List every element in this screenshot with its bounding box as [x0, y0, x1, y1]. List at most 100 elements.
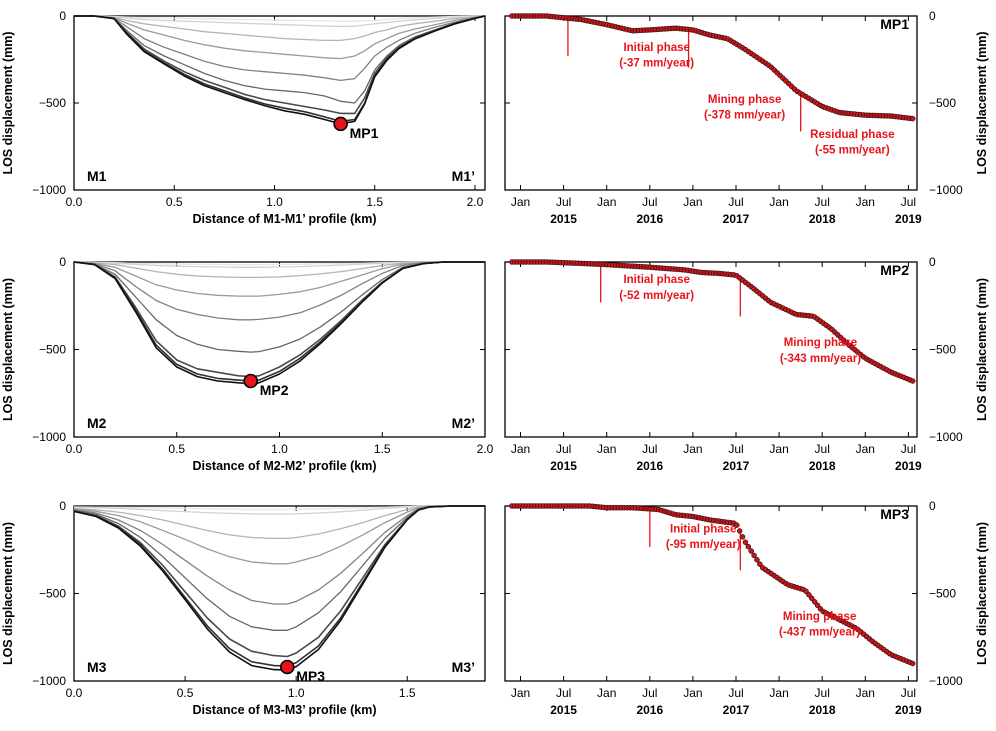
series-marker	[742, 539, 749, 546]
series-marker	[736, 528, 743, 534]
year-label: 2016	[636, 703, 663, 717]
x-tick-label: Jan	[597, 686, 616, 700]
year-label: 2016	[636, 459, 663, 473]
profile-line	[73, 261, 485, 297]
profile-line	[73, 261, 485, 382]
series-marker	[748, 548, 754, 554]
phase-annotation: Initial phase	[623, 42, 689, 54]
x-tick-label: Jul	[728, 195, 743, 209]
phase-annotation: Mining phase	[708, 94, 781, 106]
x-tick-label: 1.0	[266, 195, 283, 209]
year-label: 2017	[723, 212, 750, 226]
phase-annotation: (-55 mm/year)	[815, 144, 890, 156]
x-tick-label: 0.0	[66, 442, 83, 456]
x-tick-label: 0.5	[168, 442, 185, 456]
x-tick-label: 0.0	[66, 195, 83, 209]
x-tick-label: Jul	[728, 686, 743, 700]
y-tick-label: −1000	[929, 674, 963, 688]
series-marker	[757, 561, 763, 567]
x-tick-label: 1.5	[366, 195, 383, 209]
x-tick-label: Jul	[901, 686, 916, 700]
x-axis-label: Distance of M2-M2’ profile (km)	[192, 459, 376, 473]
series-marker	[806, 592, 812, 598]
y-axis-label: LOS displacement (mm)	[1, 31, 15, 174]
x-tick-label: Jan	[856, 195, 875, 209]
panel-mp-label: MP3	[880, 506, 909, 522]
year-label: 2015	[550, 212, 577, 226]
profile-line	[73, 505, 485, 667]
mp-point-marker	[243, 373, 259, 389]
year-label: 2015	[550, 459, 577, 473]
series-marker	[803, 588, 809, 595]
profile-end-label: M1’	[452, 168, 475, 184]
y-tick-label: −500	[39, 96, 66, 110]
profile-line	[73, 261, 485, 385]
x-tick-label: Jul	[556, 686, 571, 700]
x-tick-label: Jul	[642, 686, 657, 700]
y-tick-label: −500	[39, 343, 66, 357]
profile-line	[73, 261, 485, 378]
profile-line	[74, 15, 486, 123]
y-tick-label: 0	[59, 499, 66, 513]
profile-line	[73, 505, 485, 515]
phase-annotation: Initial phase	[670, 523, 736, 535]
mp-point-marker	[279, 659, 295, 675]
y-tick-label: −500	[929, 96, 956, 110]
mp-point-label: MP1	[350, 125, 379, 141]
timeseries-panel-MP3: 0 −500 −1000 Jan Jul Jan Jul Jan Jul Jan Jul Jan Jul…	[504, 499, 989, 717]
x-tick-label: 1.5	[374, 442, 391, 456]
profile-line	[73, 261, 485, 321]
year-label: 2016	[636, 212, 663, 226]
y-tick-label: 0	[59, 9, 66, 23]
profile-line	[73, 505, 485, 540]
year-label: 2015	[550, 703, 577, 717]
profile-line	[73, 505, 485, 605]
x-axis-label: Distance of M3-M3’ profile (km)	[192, 703, 376, 717]
series-marker	[751, 552, 757, 559]
x-tick-label: 0.5	[166, 195, 183, 209]
phase-annotation: Residual phase	[810, 129, 894, 141]
y-tick-label: 0	[929, 255, 936, 269]
year-label: 2017	[723, 703, 750, 717]
y-axis-label: LOS displacement (mm)	[1, 522, 15, 665]
x-tick-label: Jul	[728, 442, 743, 456]
x-tick-label: Jul	[642, 442, 657, 456]
y-tick-label: −1000	[929, 183, 963, 197]
phase-annotation: (-437 mm/year)	[779, 627, 860, 639]
year-label: 2018	[809, 459, 836, 473]
x-tick-label: Jan	[683, 686, 702, 700]
phase-annotation: (-343 mm/year)	[780, 353, 861, 365]
profile-line	[74, 15, 486, 28]
series-marker	[909, 115, 916, 122]
y-axis-label: LOS displacement (mm)	[975, 278, 989, 421]
year-label: 2019	[895, 459, 922, 473]
phase-annotation: Mining phase	[783, 611, 856, 623]
x-tick-label: Jul	[642, 195, 657, 209]
timeseries-panel-MP2: 0 −500 −1000 Jan Jul Jan Jul Jan Jul Jan Jul Jan Jul…	[504, 255, 989, 473]
mp-point-label: MP3	[296, 668, 325, 684]
plot-frame	[73, 261, 486, 438]
series-marker	[754, 557, 760, 563]
timeseries-panel-MP1: 0 −500 −1000 Jan Jul Jan Jul Jan Jul Jan Jul Jan Jul…	[504, 9, 989, 226]
mp-point-label: MP2	[260, 382, 289, 398]
series-marker	[811, 599, 818, 605]
phase-annotation: Mining phase	[784, 337, 857, 349]
profile-line	[73, 505, 485, 565]
year-label: 2018	[809, 703, 836, 717]
x-tick-label: Jan	[597, 195, 616, 209]
profile-start-label: M1	[87, 168, 107, 184]
profile-line	[73, 505, 485, 631]
x-tick-label: Jan	[597, 442, 616, 456]
year-label: 2019	[895, 703, 922, 717]
x-tick-label: Jul	[815, 195, 830, 209]
x-tick-label: Jan	[769, 686, 788, 700]
panel-mp-label: MP1	[880, 16, 909, 32]
y-tick-label: −1000	[32, 430, 66, 444]
x-tick-label: 1.0	[288, 686, 305, 700]
year-label: 2019	[895, 212, 922, 226]
x-tick-label: Jan	[683, 442, 702, 456]
y-tick-label: −500	[929, 587, 956, 601]
year-label: 2017	[723, 459, 750, 473]
series-marker	[814, 602, 821, 609]
